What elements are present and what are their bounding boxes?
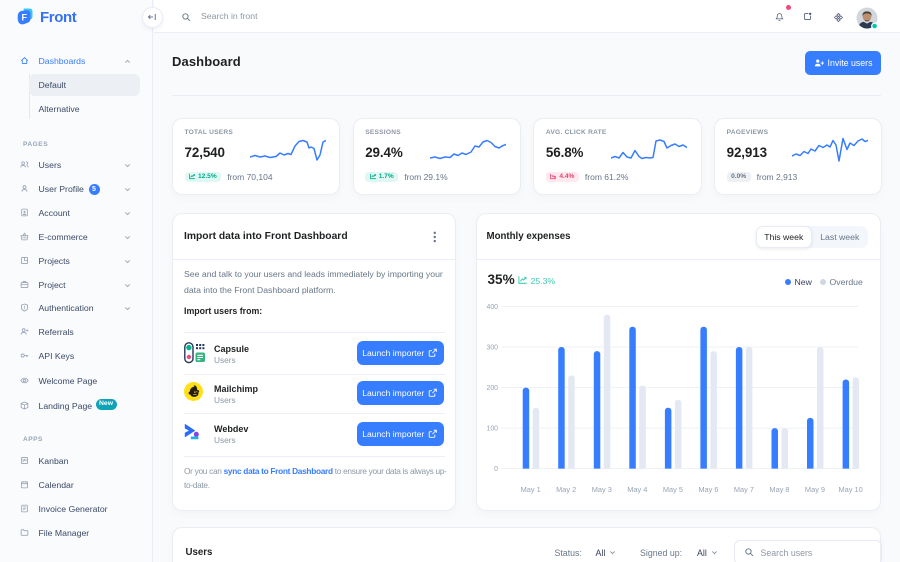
svg-text:May 4: May 4 xyxy=(627,485,647,494)
svg-text:May 8: May 8 xyxy=(769,485,789,494)
svg-text:May 3: May 3 xyxy=(592,485,612,494)
svg-text:May 10: May 10 xyxy=(838,485,862,494)
svg-text:400: 400 xyxy=(487,304,499,311)
svg-text:200: 200 xyxy=(487,385,499,392)
svg-text:0: 0 xyxy=(494,466,498,473)
svg-text:May 6: May 6 xyxy=(698,485,718,494)
svg-text:F: F xyxy=(21,13,27,23)
svg-text:100: 100 xyxy=(487,426,499,433)
svg-text:May 9: May 9 xyxy=(805,485,825,494)
svg-text:300: 300 xyxy=(487,344,499,351)
svg-text:May 1: May 1 xyxy=(521,485,541,494)
svg-text:May 7: May 7 xyxy=(734,485,754,494)
svg-text:May 5: May 5 xyxy=(663,485,683,494)
svg-text:May 2: May 2 xyxy=(556,485,576,494)
